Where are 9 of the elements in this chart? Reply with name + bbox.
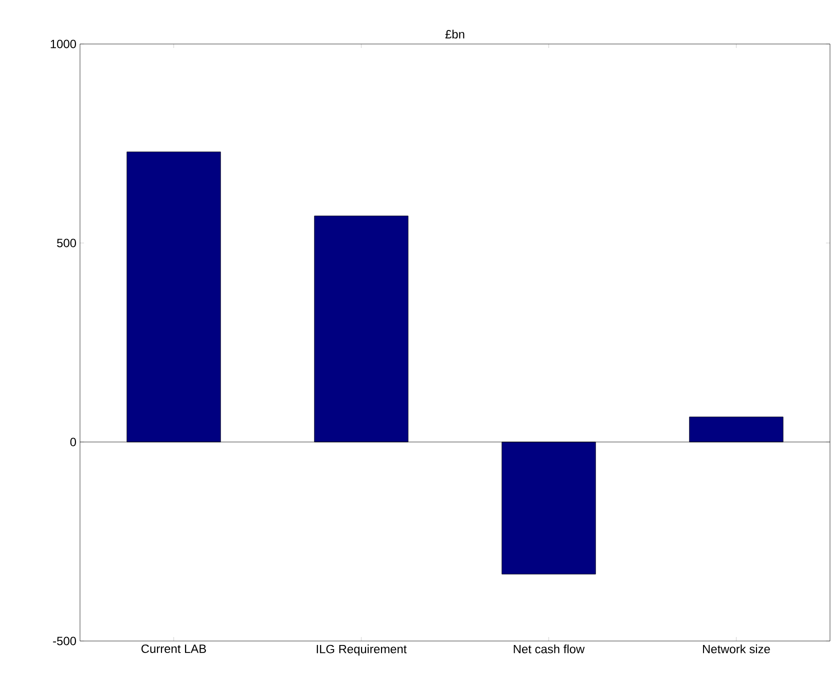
- x-tick-label: Network size: [703, 644, 770, 654]
- y-tick-label: -500: [53, 636, 76, 646]
- x-tick-label: Net cash flow: [514, 644, 585, 654]
- y-tick-label: 1000: [50, 40, 76, 48]
- chart-title: £bn: [445, 30, 464, 38]
- y-tick-label: 0: [70, 438, 76, 446]
- y-tick-label: 500: [57, 238, 76, 248]
- x-tick-label: Current LAB: [141, 644, 206, 653]
- x-tick-label: ILG Requirement: [316, 644, 407, 656]
